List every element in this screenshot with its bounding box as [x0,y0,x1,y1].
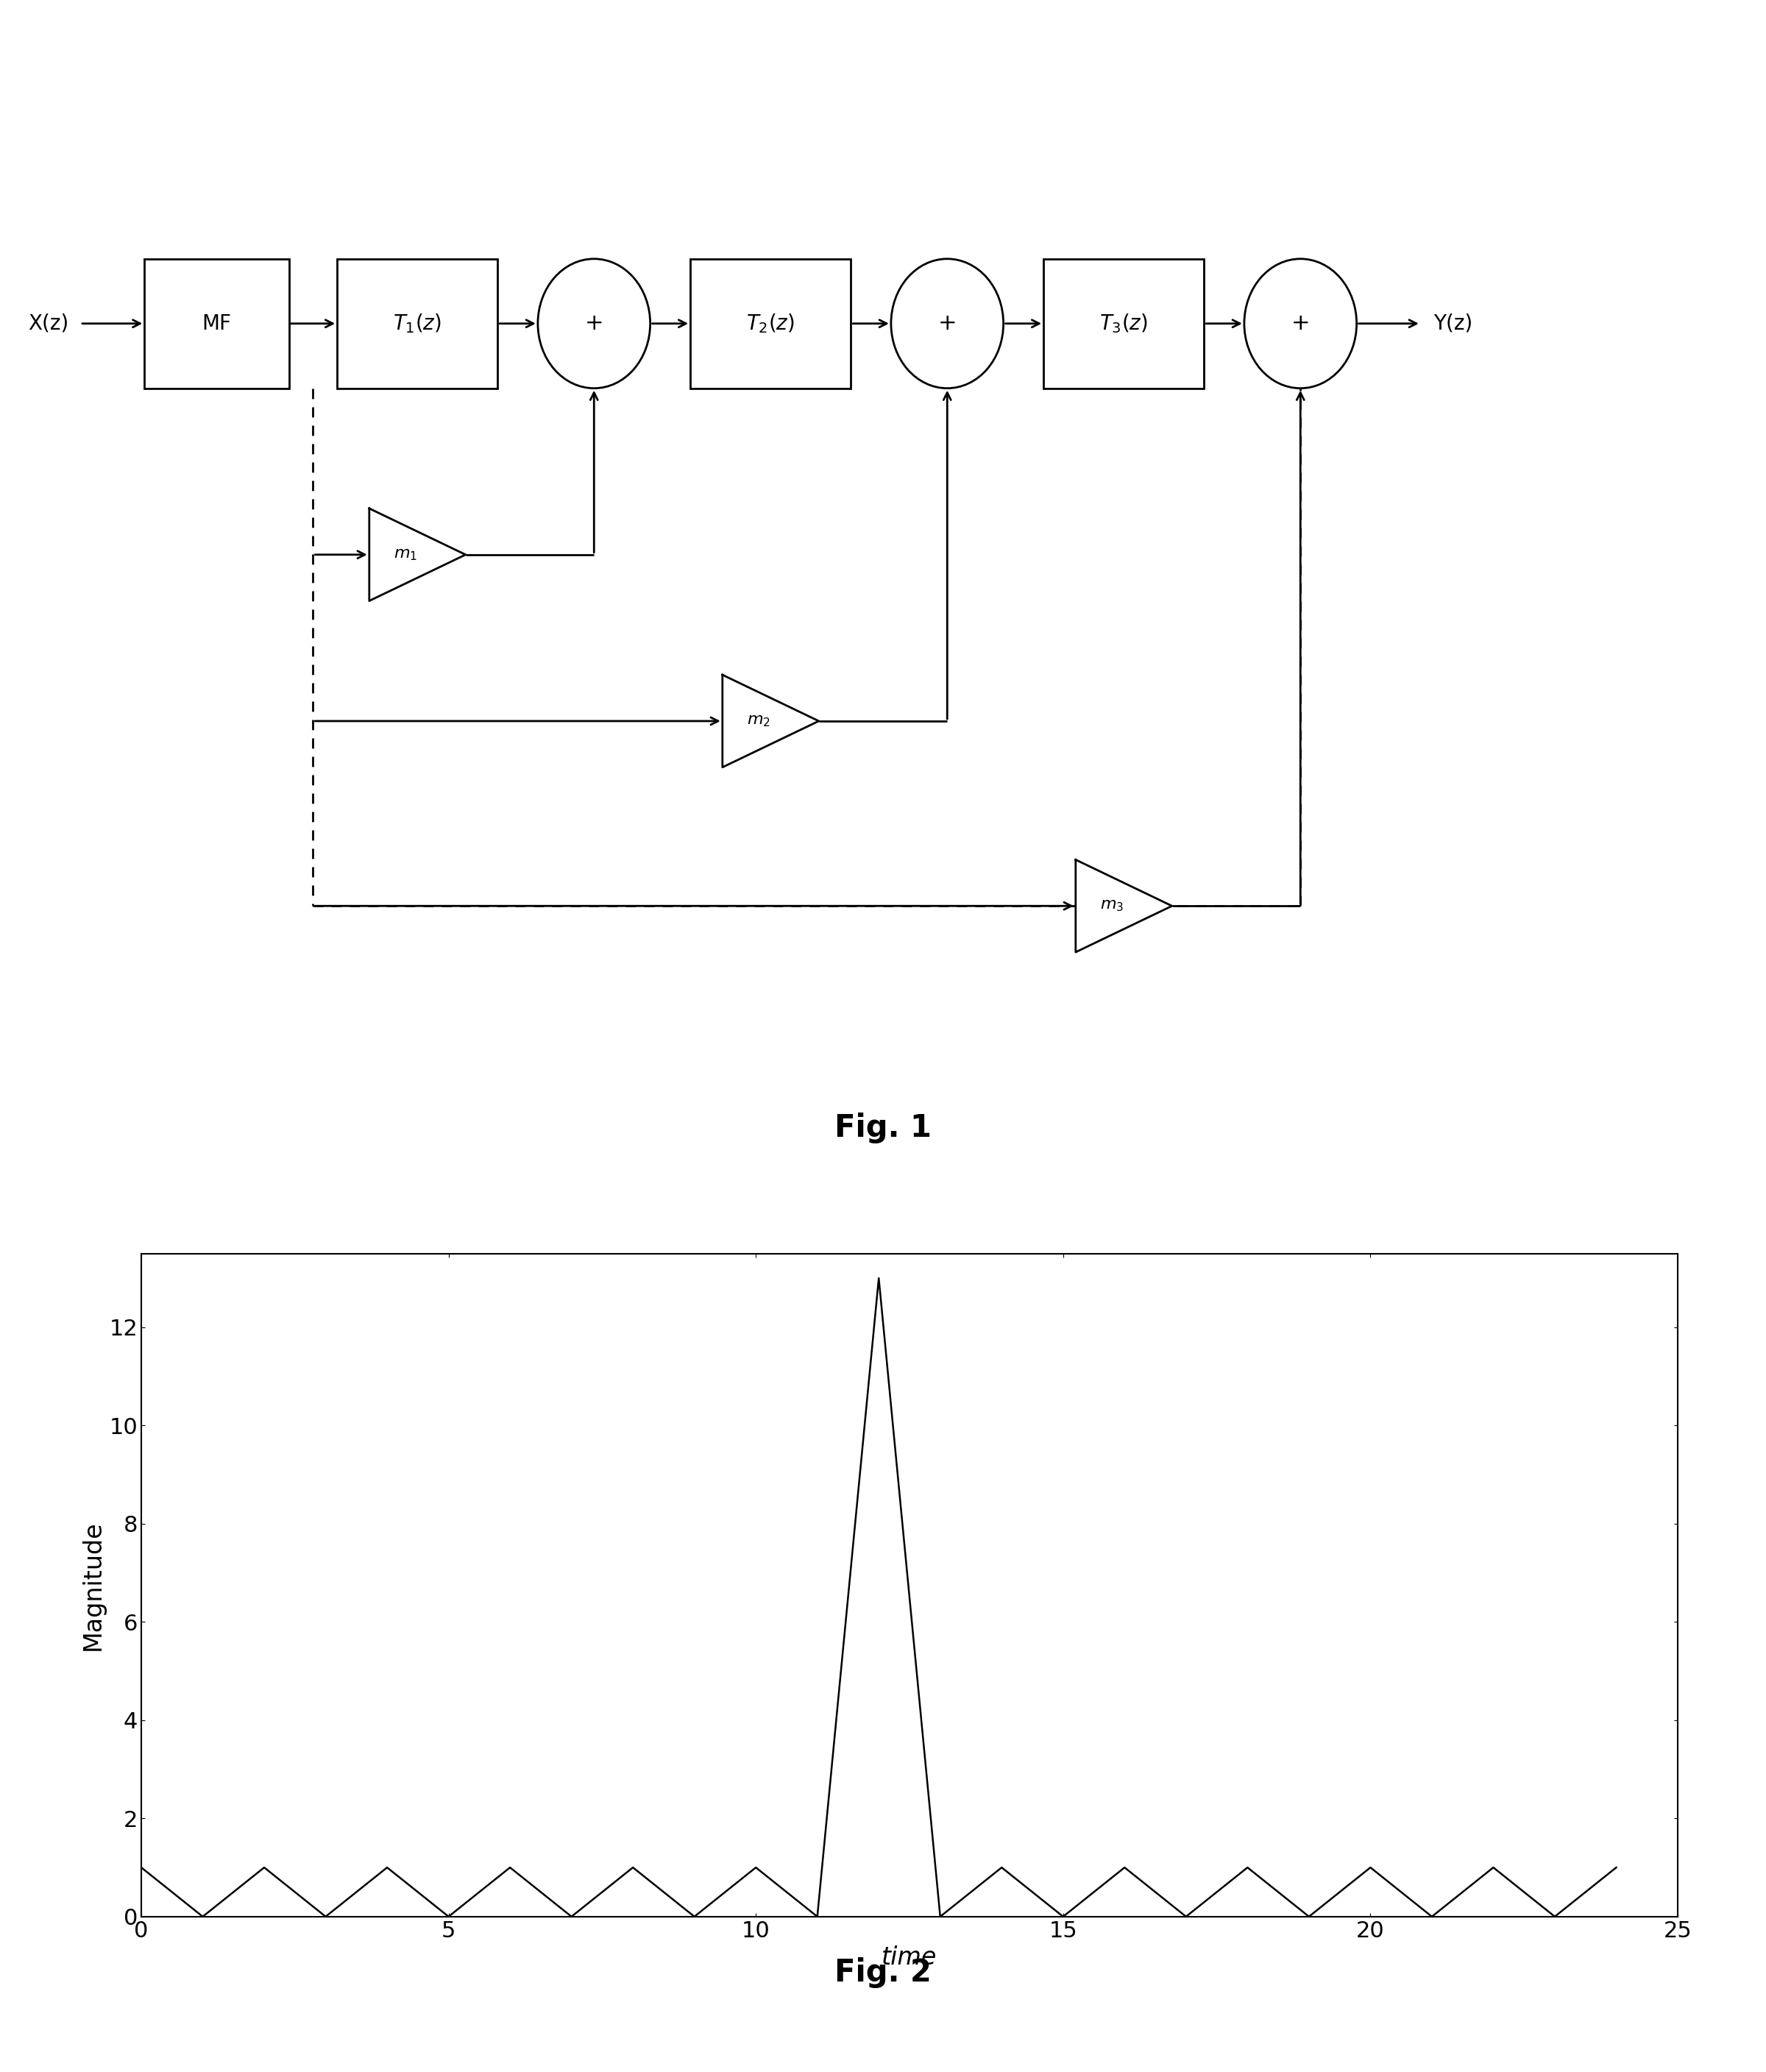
Text: MF: MF [201,313,231,334]
Bar [145,259,290,387]
Text: +: + [585,313,604,334]
Circle shape [539,259,650,387]
X-axis label: time: time [881,1946,938,1970]
Polygon shape [722,675,819,767]
Text: +: + [938,313,957,334]
Polygon shape [369,508,466,601]
Bar [1044,259,1204,387]
Text: $m_2$: $m_2$ [747,713,770,729]
Text: Fig. 1: Fig. 1 [835,1113,932,1144]
Text: $T_1(z)$: $T_1(z)$ [394,313,442,336]
Bar [691,259,851,387]
Text: Fig. 2: Fig. 2 [835,1958,931,1987]
Text: $T_2(z)$: $T_2(z)$ [747,313,795,336]
Text: X(z): X(z) [28,313,69,334]
Circle shape [892,259,1003,387]
Text: $T_3(z)$: $T_3(z)$ [1100,313,1148,336]
Text: Y(z): Y(z) [1434,313,1473,334]
Text: +: + [1291,313,1310,334]
Text: $m_3$: $m_3$ [1100,899,1123,914]
Y-axis label: Magnitude: Magnitude [81,1521,106,1649]
Text: $m_1$: $m_1$ [394,547,417,562]
Bar [337,259,498,387]
Circle shape [1245,259,1356,387]
Polygon shape [1075,860,1173,953]
